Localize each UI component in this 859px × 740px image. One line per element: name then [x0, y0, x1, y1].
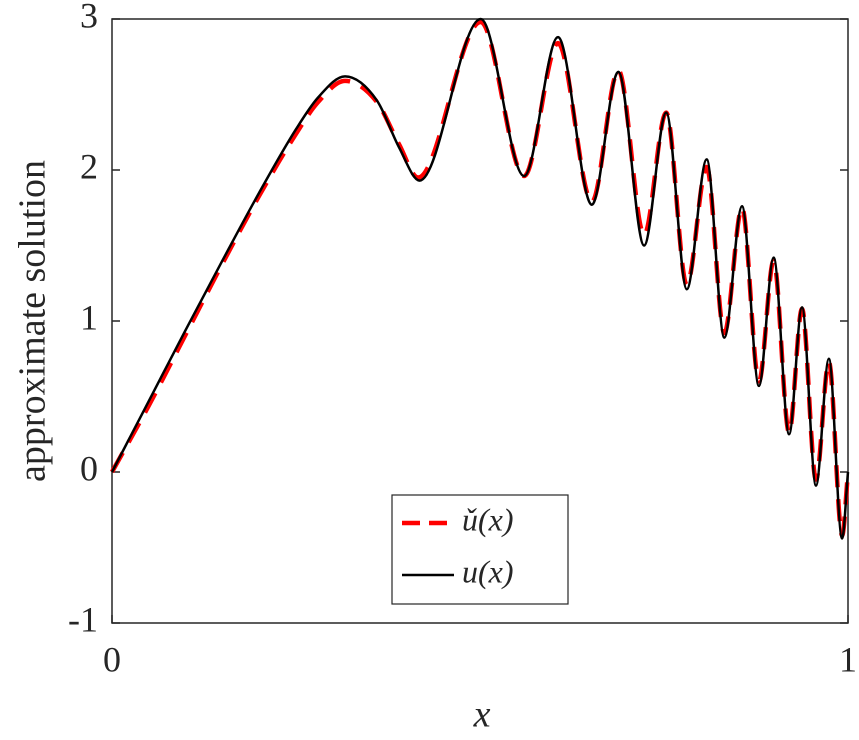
y-tick-label: -1: [68, 599, 98, 639]
legend-box: [391, 494, 569, 605]
x-tick-label: 0: [103, 639, 121, 679]
x-tick-label: 1: [839, 639, 857, 679]
y-tick-label: 3: [80, 0, 98, 35]
y-tick-label: 2: [80, 146, 98, 186]
x-axis-label: x: [473, 694, 491, 736]
legend-label: u(x): [462, 553, 514, 589]
legend: ǔ(x) u(x): [391, 494, 569, 605]
y-tick-label: 1: [80, 297, 98, 337]
series-line: [110, 17, 850, 540]
y-tick-label: 0: [80, 448, 98, 488]
y-axis-label: approximate solution: [12, 160, 54, 482]
legend-label: ǔ(x): [462, 501, 514, 537]
